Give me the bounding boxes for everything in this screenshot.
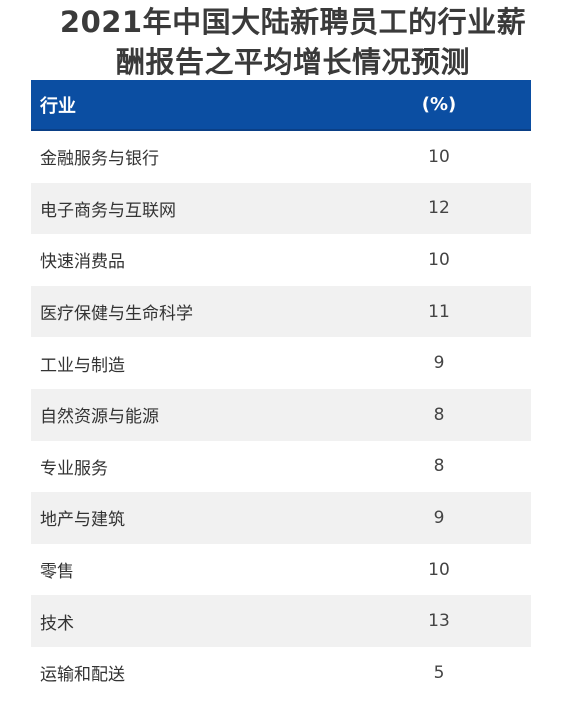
percent-cell: 11 (428, 301, 450, 322)
table-row: 电子商务与互联网 12 (31, 182, 531, 235)
table-body: 金融服务与银行 10 电子商务与互联网 12 快速消费品 10 医疗保健与生命科学 11 工业与… (31, 131, 531, 699)
industry-cell: 专业服务 (40, 458, 108, 479)
percent-cell: 12 (428, 198, 450, 219)
table-row: 快速消费品 10 (31, 234, 531, 286)
percent-cell: 10 (428, 249, 450, 270)
table-row: 零售 10 (31, 543, 531, 596)
table-row: 运输和配送 5 (31, 646, 531, 699)
percent-cell: 5 (433, 662, 445, 683)
table-row: 专业服务 8 (31, 440, 531, 493)
table-row: 医疗保健与生命科学 11 (31, 285, 531, 338)
industry-cell: 技术 (40, 613, 74, 634)
table-row: 金融服务与银行 10 (31, 131, 531, 183)
percent-cell: 10 (428, 559, 450, 580)
percent-cell: 9 (433, 507, 445, 528)
industry-cell: 医疗保健与生命科学 (40, 304, 193, 325)
table-row: 地产与建筑 9 (31, 492, 531, 544)
percent-cell: 10 (428, 146, 450, 167)
industry-cell: 金融服务与银行 (40, 149, 159, 170)
percent-cell: 8 (433, 456, 445, 477)
percent-cell: 8 (433, 404, 445, 425)
chart-title-line-2: 酬报告之平均增长情况预测 (115, 45, 470, 79)
column-header-percent: (%) (421, 94, 457, 115)
chart-title-line-1: 2021年中国大陆新聘员工的行业薪 (59, 5, 527, 39)
percent-cell: 13 (428, 611, 450, 632)
industry-cell: 电子商务与互联网 (40, 200, 176, 221)
table-row: 工业与制造 9 (31, 337, 531, 389)
industry-cell: 快速消费品 (40, 252, 125, 273)
industry-cell: 工业与制造 (40, 355, 125, 376)
table-row: 自然资源与能源 8 (31, 388, 531, 441)
chart-title: 2021年中国大陆新聘员工的行业薪 酬报告之平均增长情况预测 (0, 2, 586, 82)
industry-cell: 自然资源与能源 (40, 407, 159, 428)
industry-cell: 地产与建筑 (40, 510, 125, 531)
percent-cell: 9 (433, 353, 445, 374)
table-header: 行业 (%) (31, 80, 531, 131)
industry-cell: 运输和配送 (40, 665, 125, 686)
salary-growth-table: 行业 (%) 金融服务与银行 10 电子商务与互联网 12 快速消费品 10 医疗保健与生命… (31, 80, 531, 699)
industry-cell: 零售 (40, 562, 74, 583)
column-header-industry: 行业 (40, 95, 76, 117)
table-row: 技术 13 (31, 595, 531, 647)
